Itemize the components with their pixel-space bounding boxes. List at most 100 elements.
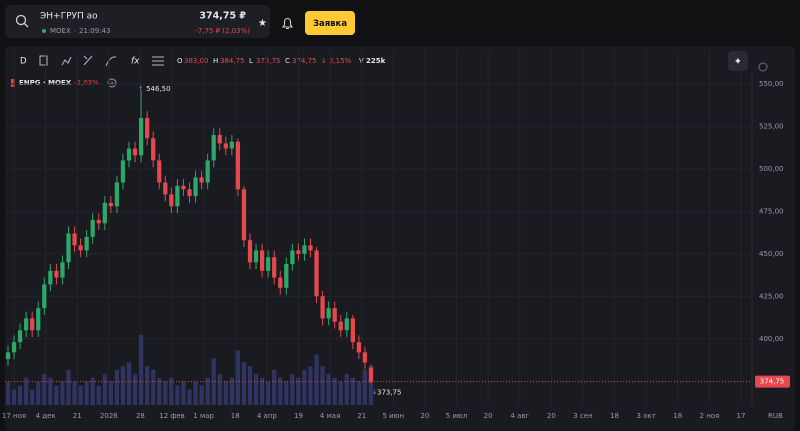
volume-bar [163, 381, 168, 405]
candle-body [278, 277, 283, 288]
ohlc-key: O [177, 57, 183, 65]
status-dot [42, 29, 46, 33]
candle-body [247, 240, 253, 263]
ai-icon[interactable]: ✦ [734, 57, 742, 68]
volume-bar [229, 377, 234, 405]
icon-settings[interactable] [152, 56, 164, 66]
candle-body [36, 308, 41, 331]
scale-settings[interactable] [758, 62, 768, 72]
candle-body [126, 148, 132, 161]
volume-bar [54, 385, 59, 405]
bell-icon[interactable] [281, 18, 294, 30]
candle-body [17, 330, 23, 343]
volume-bar [290, 373, 295, 405]
volume-bar [138, 335, 144, 405]
x-tick-label: 21 [357, 412, 366, 420]
volume-value: 225k [366, 57, 386, 65]
add-button[interactable] [107, 78, 117, 88]
candle-body [102, 202, 107, 224]
candle-body [193, 177, 198, 197]
icon-draw[interactable] [83, 55, 93, 66]
candle-body [368, 367, 374, 382]
change: -7,75 ₽ (2,03%) [195, 27, 250, 35]
x-tick-label: 4 мая [320, 412, 340, 420]
volume-bar [96, 385, 101, 405]
x-tick-label: 3 сен [573, 412, 592, 420]
candle-body [181, 185, 186, 190]
low-marker: ↓ [372, 389, 377, 396]
candle-body [356, 342, 362, 353]
high-marker: ↑ [138, 85, 143, 92]
candle-body [90, 219, 95, 237]
candle-body [296, 250, 301, 254]
candle-body [302, 245, 307, 254]
candle-body [48, 270, 53, 285]
order-button[interactable] [305, 11, 355, 35]
volume-bar [193, 381, 198, 405]
ai-button[interactable] [728, 51, 748, 71]
ticker: ЭН+ГРУП ао [40, 12, 98, 22]
icon-candles[interactable] [39, 55, 48, 66]
candle-body [145, 117, 150, 139]
candle-body [138, 117, 144, 156]
candle-body [320, 296, 325, 319]
x-tick-label: 28 [136, 412, 145, 420]
chart-panel [5, 46, 795, 431]
candle-body [66, 233, 71, 263]
x-tick-label: 2026 [100, 412, 118, 420]
volume-bar [157, 377, 162, 405]
candle-body [350, 318, 355, 343]
ohlc-key: C [285, 57, 290, 65]
search-box[interactable] [5, 5, 270, 38]
x-tick-label: 4 апр [257, 412, 278, 420]
candle-body [24, 318, 29, 331]
volume-bar [344, 373, 349, 405]
x-tick-label: 17 [737, 412, 746, 420]
volume-bar [223, 381, 228, 405]
y-tick-label: 475,00 [759, 207, 784, 215]
timeframe[interactable]: D [20, 57, 27, 67]
volume-bar [368, 366, 374, 405]
favorite-star[interactable]: ★ [258, 18, 267, 29]
y-tick-label: 450,00 [759, 250, 784, 258]
candle-body [157, 160, 162, 183]
toolbar-icons [39, 55, 164, 67]
volume-bar [350, 377, 355, 405]
volume-bar [30, 389, 35, 405]
volume-bar [235, 350, 241, 405]
x-tick-label: 5 июл [446, 412, 468, 420]
candle-body [169, 194, 174, 207]
volume-bar [42, 373, 47, 405]
exchange: MOEX [50, 27, 71, 35]
candle-body [338, 321, 343, 331]
icon-fx[interactable]: fx [131, 57, 140, 67]
candle-body [241, 189, 247, 241]
volume-bar [90, 377, 95, 405]
volume-bar [84, 381, 89, 405]
candle-body [211, 134, 216, 161]
candle-body [314, 250, 319, 297]
x-tick-label: 4 авг [510, 412, 529, 420]
candle-body [42, 284, 47, 309]
separator: · [74, 27, 76, 35]
volume-bar [356, 381, 362, 405]
icon-indicators[interactable] [61, 56, 72, 66]
candle-body [54, 270, 59, 278]
order-button-label[interactable]: Заявка [313, 19, 347, 29]
x-tick-label: 4 дек [36, 412, 56, 420]
icon-line[interactable] [105, 56, 117, 67]
volume-bar [266, 381, 271, 405]
volume-bar [272, 370, 277, 405]
candle-body [5, 352, 11, 360]
change-arrow: ↓ [321, 57, 327, 65]
volume-bar [126, 362, 132, 405]
volume-bar [66, 370, 71, 405]
x-tick-label: 12 фев [159, 412, 185, 420]
volume-bar [259, 377, 265, 405]
x-tick-label: 2 ноя [700, 412, 720, 420]
candle-body [11, 342, 17, 353]
candle-body [217, 134, 222, 144]
candle-body [132, 148, 138, 156]
candle-body [120, 160, 126, 183]
